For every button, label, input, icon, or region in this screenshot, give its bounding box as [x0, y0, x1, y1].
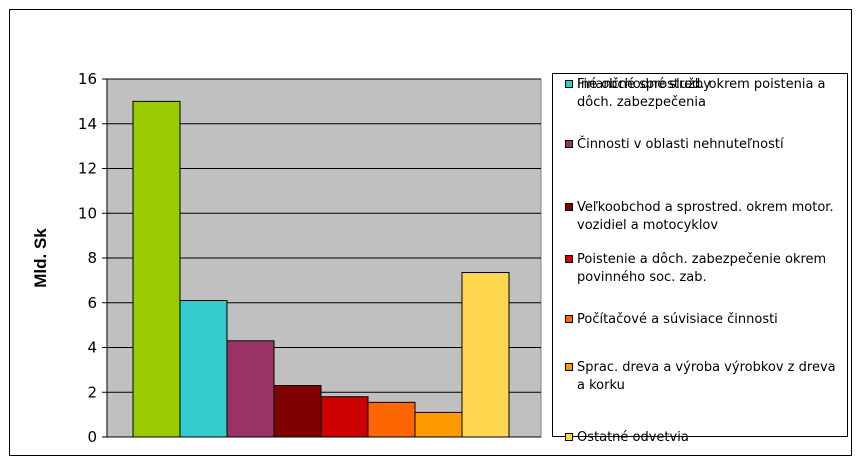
y-axis-label: Mld. Sk — [31, 228, 50, 288]
legend-swatch — [565, 203, 573, 211]
bar — [461, 272, 510, 438]
y-tick-label: 6 — [87, 294, 97, 312]
y-tick-label: 0 — [87, 428, 97, 446]
y-tick-label: 12 — [78, 160, 97, 178]
legend-swatch — [565, 255, 573, 263]
y-tick-label: 8 — [87, 249, 97, 267]
bar — [226, 340, 275, 438]
y-axis: 0 2 4 6 8 10 12 14 16 — [78, 70, 541, 446]
legend-swatch — [565, 363, 573, 371]
bar — [414, 411, 463, 438]
legend: Finančné sprostred. okrem poistenia a dô… — [552, 73, 848, 445]
legend-swatch — [565, 433, 573, 441]
legend-label: Sprac. dreva a výroba výrobkov z dreva a… — [577, 360, 836, 393]
bar — [132, 100, 181, 438]
y-tick-label: 10 — [78, 204, 97, 222]
y-tick-label: 2 — [87, 383, 97, 401]
bar — [273, 385, 322, 438]
legend-label: Veľkoobchod a sprostred. okrem motor. vo… — [577, 200, 834, 233]
legend-label: Ostatné odvetvia — [577, 430, 689, 445]
bar — [367, 401, 416, 438]
legend-label: Iné obchodné služby — [577, 77, 711, 92]
bar — [320, 396, 369, 438]
legend-label: Finančné sprostred. okrem poistenia a dô… — [577, 77, 826, 110]
legend-swatch — [565, 80, 573, 88]
bars — [132, 100, 510, 438]
legend-label: Počítačové a súvisiace činnosti — [577, 312, 778, 327]
legend-label: Činnosti v oblasti nehnuteľností — [577, 137, 784, 152]
y-tick-label: 14 — [78, 115, 97, 133]
legend-label: Poistenie a dôch. zabezpečenie okrem pov… — [577, 252, 827, 285]
legend-swatch — [565, 315, 573, 323]
y-tick-label: 16 — [78, 70, 97, 88]
bar — [179, 300, 228, 438]
y-tick-label: 4 — [87, 339, 97, 357]
legend-swatch — [565, 140, 573, 148]
